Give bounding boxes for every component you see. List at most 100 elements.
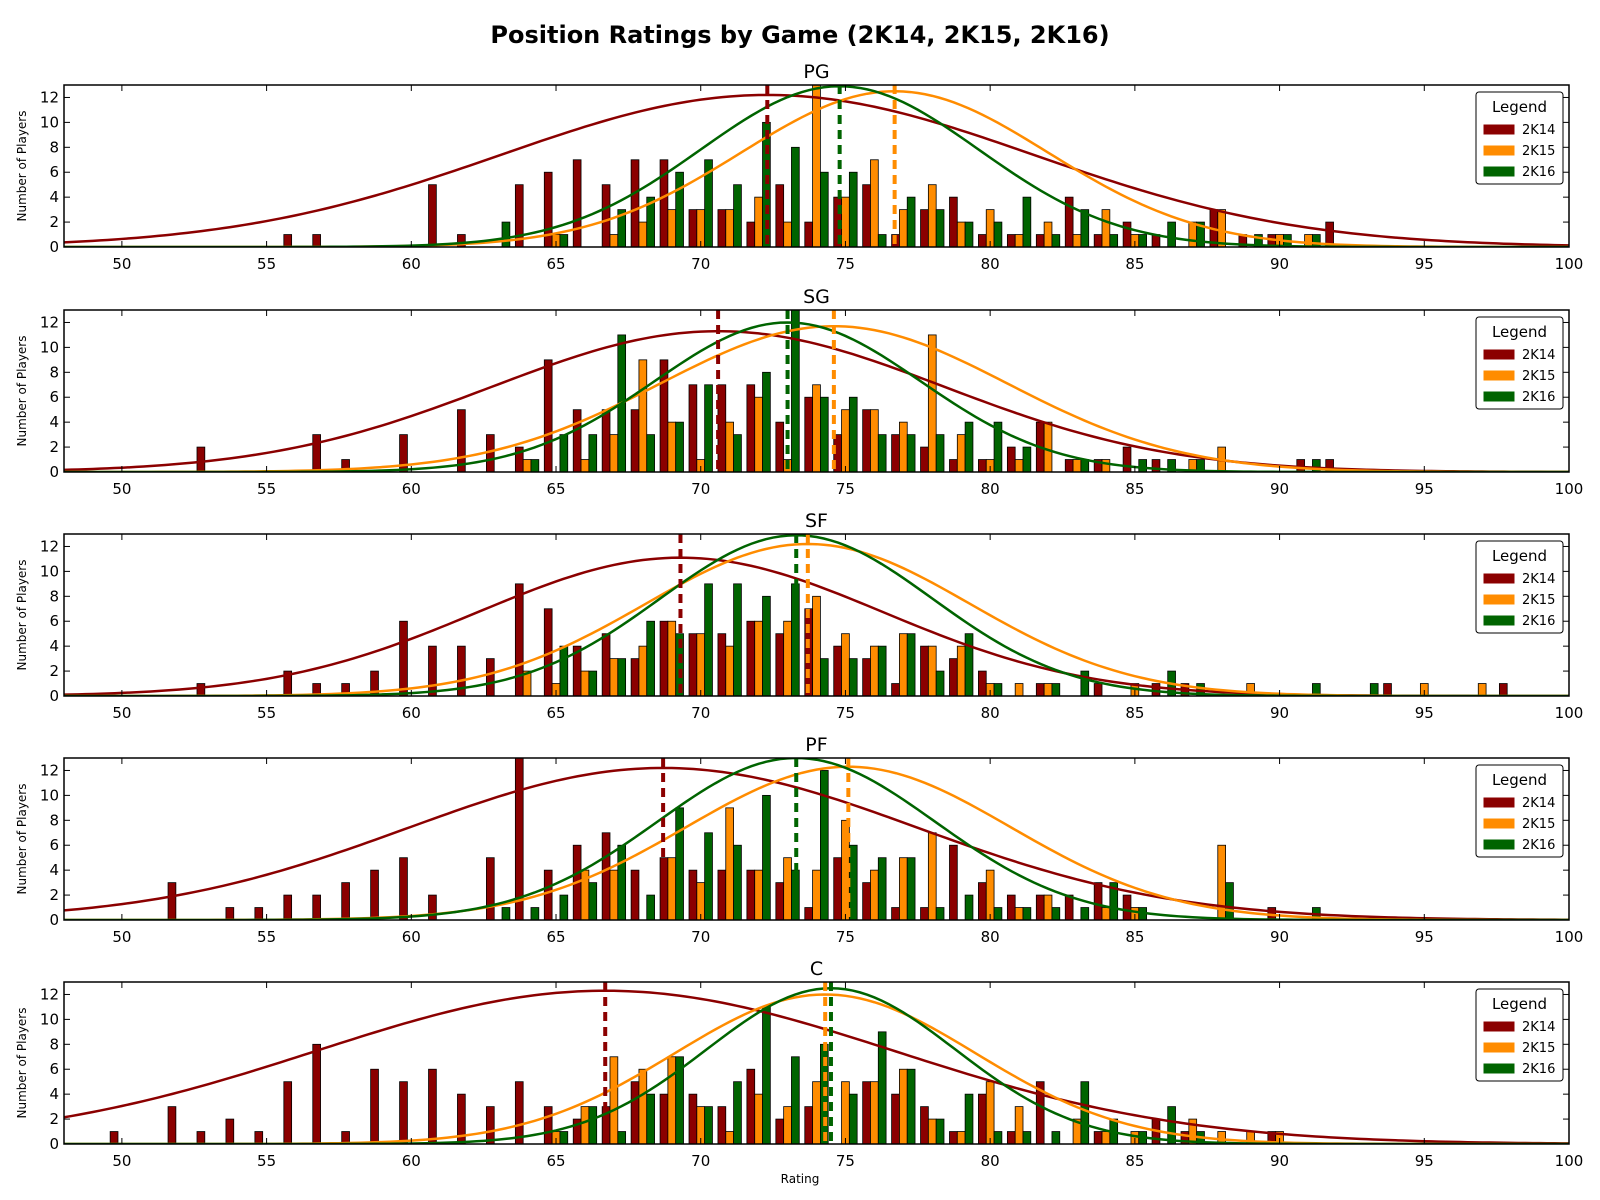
bar-pg-2k15-74 xyxy=(812,85,821,247)
bar-pg-2k16-76 xyxy=(877,234,887,247)
x-tick-label-c-85: 85 xyxy=(1125,1152,1144,1170)
bar-c-2k15-81 xyxy=(1014,1106,1024,1144)
x-tick-label-sg-95: 95 xyxy=(1415,480,1434,498)
x-tick-label-sg-80: 80 xyxy=(981,480,1000,498)
bar-pg-2k15-87 xyxy=(1188,221,1198,247)
bar-sg-2k16-79 xyxy=(964,421,974,472)
bar-sf-2k15-76 xyxy=(870,645,879,696)
y-tick-label-pf-0: 0 xyxy=(49,911,59,929)
bar-sf-2k14-73 xyxy=(775,633,785,696)
bar-pf-2k14-79 xyxy=(949,844,958,920)
x-tick-label-sg-70: 70 xyxy=(691,480,710,498)
bar-pf-2k16-80 xyxy=(993,907,1003,920)
bar-sf-2k14-77 xyxy=(891,683,900,696)
bar-c-2k15-68 xyxy=(638,1068,648,1144)
bar-sf-2k14-75 xyxy=(833,645,842,696)
bar-pg-2k15-73 xyxy=(783,221,792,247)
y-tick-label-sg-8: 8 xyxy=(49,363,59,381)
bar-sg-2k15-77 xyxy=(899,421,908,472)
y-tick-label-pg-0: 0 xyxy=(49,238,59,256)
axes-frame-sg xyxy=(63,309,1570,473)
panel-c: 50 55 60 65 70 75 80 85 90 95 100 0 2 4 6 8 10 12 C Number … xyxy=(15,958,1583,1170)
bar-pg-2k16-82 xyxy=(1051,234,1061,247)
panel-title-pf: PF xyxy=(805,734,827,756)
y-tick-label-sf-6: 6 xyxy=(49,612,59,630)
bar-sg-2k15-76 xyxy=(870,409,879,472)
x-tick-label-sg-55: 55 xyxy=(257,480,276,498)
chart-title: Position Ratings by Game (2K14, 2K15, 2K… xyxy=(490,21,1109,49)
bar-pf-2k14-74 xyxy=(804,907,813,920)
bar-c-2k14-57 xyxy=(312,1043,321,1144)
bar-pf-2k14-58 xyxy=(341,882,350,920)
bar-sf-2k15-64 xyxy=(522,670,532,696)
bar-sf-2k14-98 xyxy=(1498,683,1508,696)
bar-c-2k14-74 xyxy=(804,1106,813,1144)
x-tick-label-c-60: 60 xyxy=(402,1152,421,1170)
plot-area-sf xyxy=(64,534,1569,696)
bar-pf-2k15-84 xyxy=(1101,907,1111,920)
bar-pf-2k16-70 xyxy=(704,832,713,920)
bar-pg-2k16-87 xyxy=(1196,221,1205,247)
legend-label-sf-2k16: 2K16 xyxy=(1522,614,1555,629)
bar-pf-2k15-73 xyxy=(783,857,792,920)
bar-c-2k16-70 xyxy=(704,1106,713,1144)
bar-sf-2k16-66 xyxy=(588,670,598,696)
y-tick-label-pg-6: 6 xyxy=(49,163,59,181)
legend-swatch-sg-2k16 xyxy=(1483,391,1515,402)
y-tick-label-c-12: 12 xyxy=(40,985,59,1003)
bar-sf-2k14-82 xyxy=(1035,683,1045,696)
bar-pg-2k16-70 xyxy=(704,159,713,247)
bar-c-2k14-76 xyxy=(862,1081,871,1144)
bar-sg-2k14-70 xyxy=(688,384,698,472)
bar-sg-2k16-74 xyxy=(820,396,829,472)
bar-sg-2k15-84 xyxy=(1101,459,1111,472)
bar-sg-2k15-64 xyxy=(522,459,532,472)
bar-pf-2k14-56 xyxy=(283,894,293,920)
legend-swatch-pg-2k16 xyxy=(1483,166,1515,177)
bar-c-2k14-69 xyxy=(659,1093,669,1144)
bar-pf-2k14-80 xyxy=(978,882,987,920)
legend-swatch-sf-2k14 xyxy=(1483,573,1515,584)
bar-c-2k14-80 xyxy=(978,1093,987,1144)
bar-c-2k15-79 xyxy=(956,1131,966,1144)
legend-title-pf: Legend xyxy=(1492,771,1547,789)
x-tick-label-sf-75: 75 xyxy=(836,704,855,722)
bar-pg-2k16-79 xyxy=(964,221,974,247)
bar-sf-2k16-93 xyxy=(1369,683,1379,696)
bar-sf-2k14-72 xyxy=(746,620,756,696)
y-axis-label-pg: Number of Players xyxy=(15,111,29,222)
bar-pf-2k14-73 xyxy=(775,882,785,920)
y-axis-label-sf: Number of Players xyxy=(15,560,29,671)
y-tick-label-c-10: 10 xyxy=(40,1010,59,1028)
bar-pg-2k14-64 xyxy=(514,184,524,247)
bar-sg-2k15-71 xyxy=(725,421,734,472)
bar-sf-2k16-65 xyxy=(559,645,569,696)
bar-pf-2k16-65 xyxy=(559,894,569,920)
panel-sg: 50 55 60 65 70 75 80 85 90 95 100 0 2 4 6 8 10 12 SG Number… xyxy=(15,286,1583,498)
legend-label-pg-2k14: 2K14 xyxy=(1522,123,1555,138)
bar-c-2k14-84 xyxy=(1093,1131,1103,1144)
bar-c-2k16-79 xyxy=(964,1093,974,1144)
bar-pf-2k16-68 xyxy=(646,894,655,920)
bar-c-2k14-52 xyxy=(167,1106,177,1144)
bar-c-2k15-76 xyxy=(870,1081,879,1144)
legend-label-pf-2k14: 2K14 xyxy=(1522,796,1555,811)
x-tick-label-sf-100: 100 xyxy=(1555,704,1584,722)
x-tick-label-pg-95: 95 xyxy=(1415,255,1434,273)
bar-pg-2k16-75 xyxy=(848,171,858,247)
y-tick-label-pg-10: 10 xyxy=(40,113,59,131)
bar-pg-2k15-83 xyxy=(1072,234,1082,247)
y-axis-label-sg: Number of Players xyxy=(15,336,29,447)
bar-pg-2k15-76 xyxy=(870,159,879,247)
bar-pg-2k14-69 xyxy=(659,159,669,247)
x-tick-label-pg-90: 90 xyxy=(1270,255,1289,273)
bar-sf-2k15-67 xyxy=(609,658,619,696)
bar-sg-2k16-71 xyxy=(733,434,742,472)
bar-sf-2k15-74 xyxy=(812,595,821,696)
x-tick-label-sf-65: 65 xyxy=(546,704,565,722)
legend-swatch-sf-2k16 xyxy=(1483,615,1515,626)
axes-frame-c xyxy=(63,981,1570,1145)
bar-pf-2k14-64 xyxy=(514,758,524,920)
bar-sg-2k14-78 xyxy=(920,446,929,472)
legend-box-sg xyxy=(1475,316,1564,410)
